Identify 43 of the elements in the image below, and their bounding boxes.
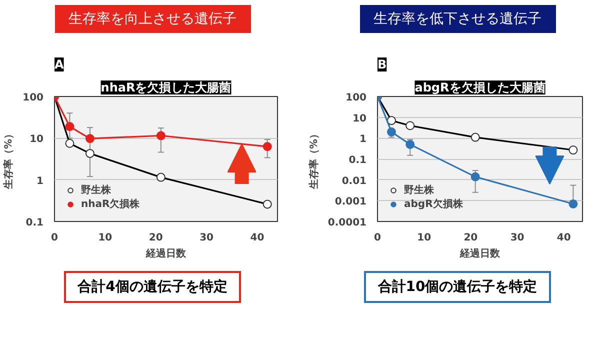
legend-label: nhaR欠損株 [81, 198, 140, 211]
chart-title: abgRを欠損した大腸菌 [414, 80, 546, 94]
point [85, 134, 94, 144]
y-tick-label: 0.1 [26, 218, 44, 228]
point [156, 131, 166, 140]
y-tick-label: 0.0001 [328, 218, 367, 228]
y-axis-title: 生存率（%） [2, 128, 15, 190]
legend-label: 野生株 [404, 184, 434, 197]
point [568, 199, 578, 208]
text: 合計10個の遺伝子を特定 [364, 271, 552, 303]
chart-title: nhaRを欠損した大腸菌 [100, 80, 232, 94]
point [386, 127, 396, 136]
x-axis-title: 経過日数 [145, 248, 187, 260]
y-tick-label: 1 [36, 176, 44, 187]
legend-label: 野生株 [81, 184, 111, 197]
text: 生存率を向上させる遺伝子 [54, 5, 250, 33]
y-tick-label: 100 [346, 92, 367, 104]
y-axis-title: 生存率（%） [308, 128, 320, 190]
point [262, 142, 272, 152]
point [65, 122, 74, 132]
x-axis-title: 経過日数 [459, 248, 501, 260]
x-tick-label: 30 [200, 232, 214, 244]
y-tick-label: 10 [352, 113, 367, 124]
x-tick-label: 0 [51, 232, 58, 244]
y-tick-label: 0.01 [342, 176, 367, 187]
y-tick-label: 0.1 [348, 155, 367, 166]
legend-label: abgR欠損株 [404, 198, 463, 211]
x-tick-label: 20 [148, 232, 163, 244]
x-tick-label: 40 [556, 232, 571, 244]
x-tick-label: 10 [417, 232, 432, 244]
text: 合計4個の遺伝子を特定 [64, 271, 242, 303]
text: B [378, 58, 387, 72]
y-tick-label: 10 [30, 134, 44, 146]
text: A [54, 58, 64, 72]
x-tick-label: 10 [98, 232, 112, 244]
x-tick-label: 20 [464, 232, 478, 244]
y-tick-label: 0.001 [334, 196, 367, 208]
x-tick-label: 0 [374, 232, 382, 244]
y-tick-label: 100 [22, 92, 44, 104]
x-tick-label: 30 [510, 232, 524, 244]
text: 生存率を低下させる遺伝子 [360, 5, 556, 33]
y-tick-label: 1 [360, 134, 367, 146]
x-tick-label: 40 [250, 232, 264, 244]
